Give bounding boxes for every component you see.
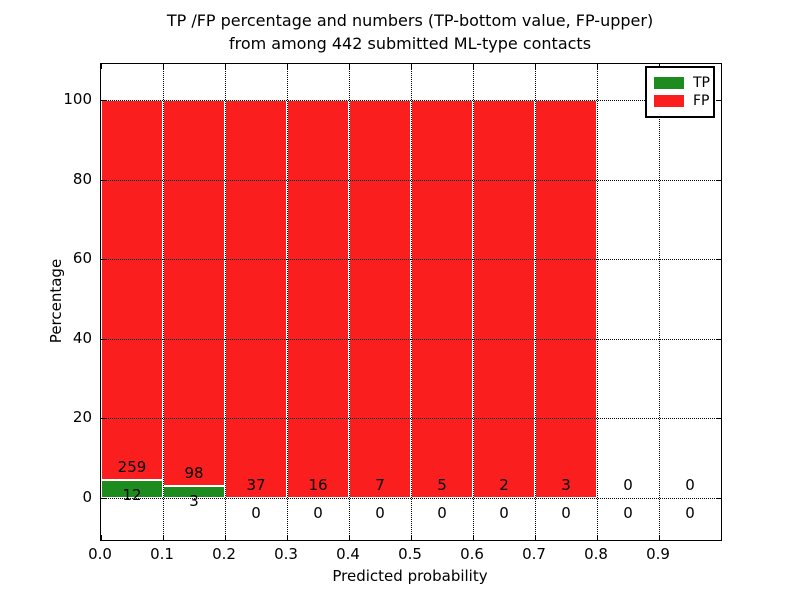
chart-title-line2: from among 442 submitted ML-type contact…	[228, 34, 592, 53]
fp-count-label: 7	[375, 476, 385, 494]
x-axis-label: Predicted probability	[332, 567, 488, 585]
x-tick-mark-top	[101, 64, 102, 69]
y-tick-mark-right	[716, 259, 721, 261]
x-tick-mark-top	[349, 64, 350, 69]
vertical-gridline	[597, 64, 598, 540]
fp-bar	[101, 100, 163, 481]
y-tick-label: 100	[63, 90, 92, 108]
y-tick-label: 40	[72, 328, 92, 347]
y-tick-label: 80	[72, 169, 92, 188]
tp-bar	[101, 480, 163, 498]
vertical-gridline	[163, 64, 164, 540]
x-tick-label: 0.1	[150, 545, 174, 563]
y-tick-mark-right	[716, 100, 721, 101]
x-tick-mark	[597, 535, 598, 540]
legend-label-tp: TP	[693, 75, 710, 91]
x-tick-mark	[287, 535, 288, 540]
y-tick-mark-right	[716, 338, 721, 340]
fp-count-label: 0	[623, 476, 633, 494]
x-tick-label: 0.0	[88, 545, 112, 563]
tp-count-label: 12	[122, 486, 142, 505]
vertical-gridline	[535, 64, 536, 540]
fp-bar	[225, 100, 287, 498]
fp-bar	[411, 100, 473, 498]
fp-count-label: 37	[246, 476, 266, 494]
y-tick-mark	[101, 179, 106, 181]
y-tick-mark	[101, 418, 106, 420]
fp-count-label: 259	[117, 458, 147, 477]
x-tick-label: 0.6	[460, 545, 484, 563]
x-tick-label: 0.8	[584, 545, 608, 563]
y-tick-label: 0	[82, 488, 92, 506]
x-tick-mark	[411, 535, 412, 540]
x-tick-label: 0.7	[522, 545, 546, 563]
x-tick-label: 0.2	[212, 545, 236, 563]
x-tick-mark-top	[597, 64, 598, 69]
plot-area: 259 12 98 3 37 0 16 0 7 0 5 0 2 0 3 0 0 0 0 0	[100, 63, 722, 541]
x-tick-mark-top	[473, 64, 474, 69]
fp-count-label: 0	[685, 476, 695, 494]
x-tick-mark-top	[411, 64, 412, 69]
y-tick-mark-right	[716, 418, 721, 420]
tp-count-label: 0	[313, 504, 323, 522]
x-tick-mark	[659, 535, 660, 540]
y-tick-mark-right	[716, 498, 721, 499]
vertical-gridline	[225, 64, 226, 540]
x-tick-label: 0.3	[274, 545, 298, 563]
vertical-gridline	[659, 64, 660, 540]
fp-count-label: 2	[499, 476, 509, 494]
tp-count-label: 0	[561, 504, 571, 522]
x-tick-mark	[101, 535, 102, 540]
legend-item-fp: FP	[654, 93, 710, 109]
vertical-gridline	[473, 64, 474, 540]
fp-bar	[349, 100, 411, 498]
x-tick-mark	[535, 535, 536, 540]
x-tick-label: 0.5	[398, 545, 422, 563]
y-tick-mark	[101, 100, 106, 101]
x-tick-mark-top	[163, 64, 164, 69]
x-tick-mark-top	[225, 64, 226, 69]
legend-label-fp: FP	[693, 93, 710, 109]
tp-count-label: 0	[375, 504, 385, 522]
legend-swatch-fp	[654, 95, 684, 107]
tp-count-label: 0	[623, 504, 633, 522]
x-tick-mark	[473, 535, 474, 540]
legend-swatch-tp	[654, 77, 684, 89]
x-tick-mark	[163, 535, 164, 540]
vertical-gridline	[349, 64, 350, 540]
x-tick-mark-top	[535, 64, 536, 69]
vertical-gridline	[411, 64, 412, 540]
y-tick-mark	[101, 498, 106, 499]
tp-count-label: 0	[685, 504, 695, 522]
fp-bar	[163, 100, 225, 487]
y-tick-mark	[101, 338, 106, 340]
x-tick-mark	[349, 535, 350, 540]
tp-count-label: 0	[437, 504, 447, 522]
tp-count-label: 0	[499, 504, 509, 522]
x-tick-mark	[225, 535, 226, 540]
x-tick-label: 0.4	[336, 545, 360, 563]
x-tick-mark-top	[287, 64, 288, 69]
y-tick-label: 20	[72, 408, 92, 427]
fp-bar	[473, 100, 535, 498]
legend: TP FP	[645, 66, 715, 118]
y-tick-label: 60	[72, 249, 92, 268]
x-tick-label: 0.9	[646, 545, 670, 563]
tp-count-label: 3	[189, 492, 199, 511]
y-tick-mark	[101, 259, 106, 261]
y-tick-mark-right	[716, 179, 721, 181]
legend-item-tp: TP	[654, 75, 710, 91]
tp-count-label: 0	[251, 504, 261, 522]
chart-title: TP /FP percentage and numbers (TP-bottom…	[100, 9, 720, 55]
fp-count-label: 5	[437, 476, 447, 494]
vertical-gridline	[287, 64, 288, 540]
chart-title-line1: TP /FP percentage and numbers (TP-bottom…	[166, 11, 654, 30]
fp-count-label: 3	[561, 476, 571, 494]
fp-bar	[535, 100, 597, 498]
fp-count-label: 98	[184, 464, 204, 483]
fp-count-label: 16	[308, 476, 328, 494]
fp-bar	[287, 100, 349, 498]
